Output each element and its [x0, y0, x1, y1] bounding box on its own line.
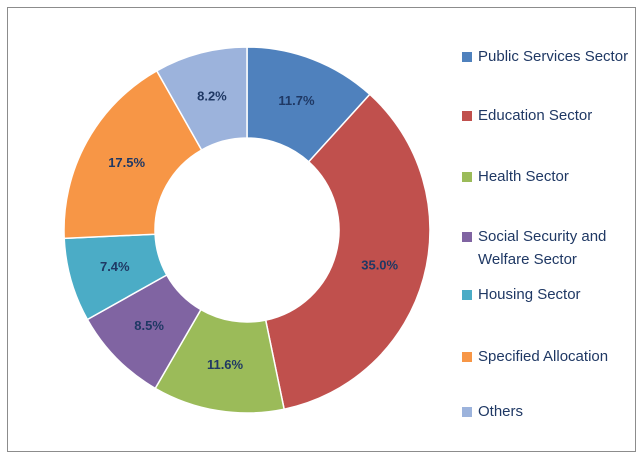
legend-line: Welfare Sector: [478, 251, 577, 268]
legend-swatch: [462, 232, 472, 242]
legend-label: Social Security and Welfare Sector: [478, 228, 606, 268]
donut-slice: [264, 93, 431, 411]
data-label: 17.5%: [108, 155, 145, 170]
data-label: 11.6%: [207, 357, 244, 372]
legend-swatch: [462, 52, 472, 62]
legend-label: Public Services Sector: [478, 48, 628, 65]
legend-label: Housing Sector: [478, 286, 581, 303]
legend-swatch: [462, 290, 472, 300]
data-label: 11.7%: [278, 93, 315, 108]
donut-slice: [155, 46, 248, 151]
legend-label: Specified Allocation: [478, 348, 608, 365]
data-label: 7.4%: [100, 259, 130, 274]
legend-swatch: [462, 352, 472, 362]
legend-label: Others: [478, 403, 523, 420]
data-label: 8.2%: [197, 88, 227, 103]
legend-swatch: [462, 407, 472, 417]
legend-label: Health Sector: [478, 168, 569, 185]
data-label: 35.0%: [361, 258, 398, 273]
legend-line: Social Security and: [478, 228, 606, 245]
donut-slice: [63, 69, 203, 240]
legend-label: Education Sector: [478, 107, 592, 124]
data-label: 8.5%: [134, 318, 164, 333]
legend-swatch: [462, 172, 472, 182]
legend-swatch: [462, 111, 472, 121]
